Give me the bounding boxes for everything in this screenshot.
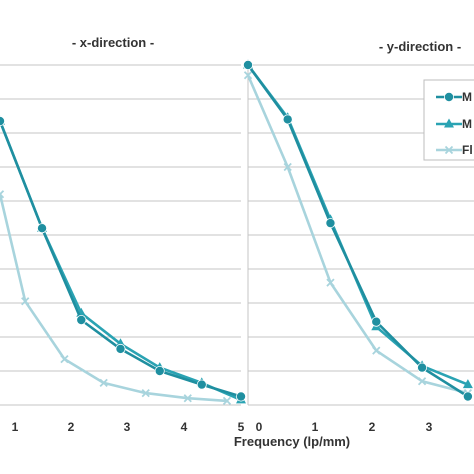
data-point: [196, 379, 207, 390]
x-tick-label: 0: [256, 420, 263, 434]
data-point: [76, 314, 87, 325]
series-line: [0, 120, 242, 402]
x-tick-label: 4: [181, 420, 188, 434]
data-point: [417, 362, 428, 373]
data-point: [444, 118, 454, 128]
data-point: [115, 343, 126, 354]
series-line: [0, 193, 228, 403]
x-tick-label: 1: [12, 420, 19, 434]
x-tick-label: 2: [68, 420, 75, 434]
x-tick-label: 5: [238, 420, 245, 434]
data-point: [444, 145, 454, 155]
series-line: [246, 64, 469, 398]
x-tick-label: 2: [369, 420, 376, 434]
chart-x-direction: - x-direction - 1 2 3 4 5: [0, 35, 246, 434]
data-point: [0, 190, 5, 199]
chart-title: - x-direction -: [72, 35, 154, 50]
data-point: [282, 114, 293, 125]
data-point: [325, 218, 336, 229]
legend-label: M: [462, 117, 472, 131]
data-point: [37, 223, 48, 234]
x-tick-label: 1: [312, 420, 319, 434]
data-point: [183, 394, 192, 403]
data-point: [60, 354, 69, 364]
data-point: [283, 162, 292, 172]
data-point: [417, 377, 427, 386]
data-point: [443, 92, 454, 103]
x-axis-label: Frequency (lp/mm): [234, 434, 350, 449]
data-point: [99, 378, 108, 388]
data-point: [0, 116, 5, 127]
legend-label: Fl: [462, 143, 473, 157]
data-point: [235, 391, 246, 402]
data-point: [462, 379, 473, 389]
legend-label: M: [462, 90, 472, 104]
chart-title: - y-direction -: [379, 39, 461, 54]
data-point: [21, 297, 30, 306]
chart-y-direction: - y-direction - 0 1 2 3: [242, 39, 474, 434]
series-line: [0, 120, 242, 398]
data-point: [326, 278, 335, 287]
legend: MM Fl: [423, 79, 474, 161]
x-tick-label: 3: [426, 420, 433, 434]
data-point: [243, 71, 253, 80]
x-tick-label: 3: [124, 420, 131, 434]
data-point: [371, 316, 382, 327]
data-point: [462, 391, 473, 402]
data-point: [222, 396, 232, 406]
data-point: [372, 346, 381, 355]
data-point: [141, 388, 150, 398]
data-point: [242, 60, 253, 71]
data-point: [154, 365, 165, 376]
series-line: [246, 74, 469, 395]
